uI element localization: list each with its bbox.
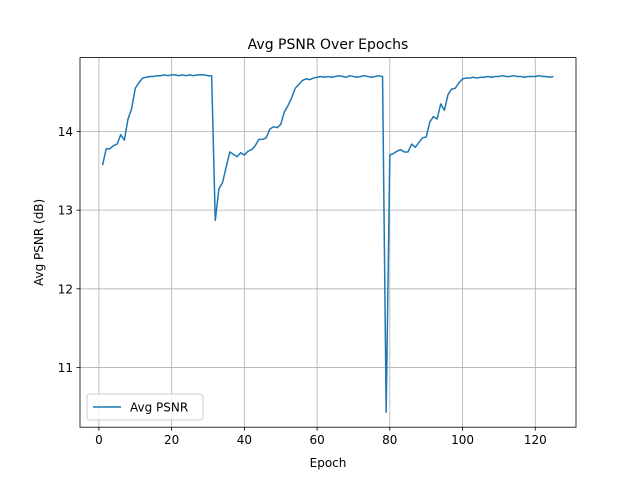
grid — [80, 57, 576, 428]
y-axis-label: Avg PSNR (dB) — [32, 199, 46, 286]
x-tick-label: 20 — [164, 433, 179, 447]
y-tick-label: 13 — [58, 204, 73, 218]
x-axis-label: Epoch — [310, 456, 347, 470]
x-tick-label: 40 — [237, 433, 252, 447]
y-ticks: 11 12 13 14 — [58, 125, 80, 375]
plot-frame — [79, 57, 577, 428]
x-tick-label: 100 — [451, 433, 474, 447]
series-line-avg-psnr — [101, 74, 554, 414]
y-tick-label: 12 — [58, 282, 73, 296]
chart-title: Avg PSNR Over Epochs — [248, 37, 409, 53]
x-tick-label: 60 — [309, 433, 324, 447]
x-tick-label: 120 — [524, 433, 547, 447]
series-layer — [101, 74, 554, 414]
legend: Avg PSNR — [86, 393, 204, 421]
y-tick-label: 14 — [58, 125, 73, 139]
y-tick-label: 11 — [58, 361, 73, 375]
legend-box — [86, 393, 204, 421]
x-ticks: 0 20 40 60 80 100 120 — [95, 427, 547, 447]
x-tick-label: 0 — [95, 433, 103, 447]
x-tick-label: 80 — [382, 433, 397, 447]
legend-label: Avg PSNR — [130, 401, 188, 415]
